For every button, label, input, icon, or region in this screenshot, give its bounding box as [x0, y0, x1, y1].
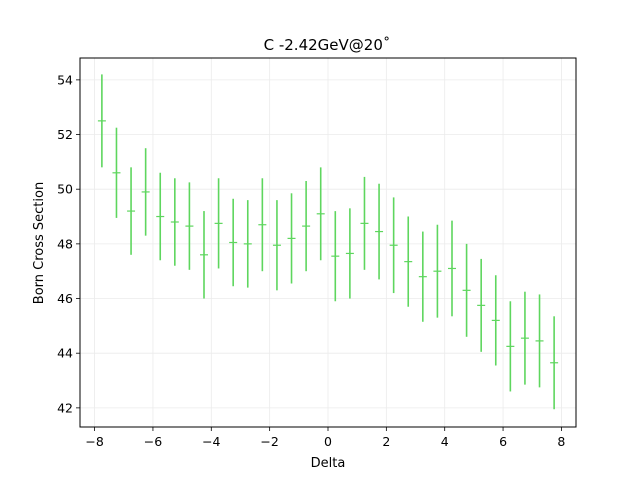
- data-point: [287, 193, 296, 284]
- data-point: [141, 148, 150, 236]
- x-tick-label: −4: [202, 434, 220, 449]
- y-tick-label: 52: [57, 127, 73, 142]
- chart-title: C -2.42GeV@20˚: [264, 36, 391, 54]
- data-point: [535, 294, 544, 388]
- data-point: [272, 200, 281, 291]
- y-tick-label: 54: [57, 72, 73, 87]
- data-point: [433, 224, 442, 318]
- y-tick-label: 48: [57, 236, 73, 251]
- y-tick-label: 50: [57, 182, 73, 197]
- data-point: [316, 167, 325, 261]
- x-tick-label: −6: [144, 434, 162, 449]
- data-point: [345, 208, 354, 299]
- data-point: [418, 231, 427, 322]
- x-tick-label: 6: [499, 434, 507, 449]
- data-point: [258, 178, 267, 272]
- data-point: [331, 211, 340, 302]
- x-tick-label: −8: [85, 434, 103, 449]
- y-tick-label: 42: [57, 400, 73, 415]
- x-tick-label: 2: [382, 434, 390, 449]
- data-points: [97, 74, 559, 410]
- x-tick-label: −2: [260, 434, 278, 449]
- y-tick-label: 44: [57, 346, 73, 361]
- y-axis-label: Born Cross Section: [32, 182, 47, 304]
- x-tick-label: 8: [557, 434, 565, 449]
- x-tick-label: 0: [324, 434, 332, 449]
- data-point: [462, 243, 471, 337]
- x-axis-label: Delta: [311, 456, 346, 471]
- data-point: [550, 316, 559, 410]
- data-point: [156, 172, 165, 261]
- data-point: [375, 183, 384, 280]
- data-point: [448, 220, 456, 317]
- data-point: [127, 167, 136, 255]
- data-point: [214, 178, 223, 269]
- x-axis: −8 −6 −4 −2 0 2 4 6 8: [85, 427, 565, 449]
- y-axis: 42 44 46 48 50 52 54: [57, 72, 80, 415]
- data-point: [185, 182, 194, 270]
- data-point: [520, 291, 529, 385]
- data-point: [170, 178, 179, 266]
- data-point: [302, 181, 311, 272]
- data-point: [506, 301, 515, 392]
- x-tick-label: 4: [441, 434, 449, 449]
- data-point: [477, 258, 486, 352]
- data-point: [404, 216, 413, 307]
- grid: [80, 58, 576, 427]
- y-tick-label: 46: [57, 291, 73, 306]
- data-point: [389, 197, 398, 294]
- data-point: [97, 74, 106, 168]
- data-point: [491, 275, 500, 366]
- data-point: [360, 176, 369, 270]
- data-point: [229, 198, 238, 287]
- data-point: [243, 200, 252, 288]
- data-point: [200, 211, 208, 299]
- data-point: [112, 127, 121, 218]
